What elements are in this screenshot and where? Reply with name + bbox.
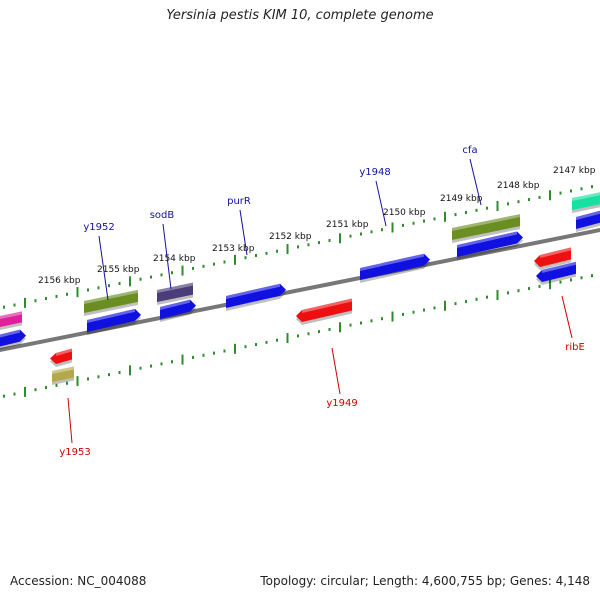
gene-feature-red-y1949[interactable] <box>296 298 352 326</box>
callout-leader-ribE <box>561 295 573 339</box>
ruler-label: 2150 kbp <box>383 208 426 218</box>
gene-feature-red-ribE[interactable] <box>534 247 571 270</box>
map-title: Yersinia pestis KIM 10, complete genome <box>166 8 434 23</box>
gene-feature-blue[interactable] <box>576 210 600 232</box>
gene-feature-blue[interactable] <box>226 283 286 311</box>
gene-feature-pink[interactable] <box>0 311 22 332</box>
callout-leader-cfa <box>469 158 482 206</box>
gene-feature-red-y1953[interactable] <box>50 348 72 367</box>
ruler-label: 2155 kbp <box>97 265 140 275</box>
gene-feature-olive-cfa[interactable] <box>452 214 520 243</box>
accession-label: Accession: NC_004088 <box>10 574 147 588</box>
callout-leader-y1949 <box>331 347 341 395</box>
gene-label-y1953[interactable]: y1953 <box>59 447 90 458</box>
gene-feature-olive[interactable] <box>84 289 138 316</box>
ruler-label: 2154 kbp <box>153 254 196 264</box>
genome-backbone <box>0 227 600 353</box>
callout-leader-y1953 <box>67 397 73 444</box>
gene-feature-blue[interactable] <box>160 299 196 322</box>
gene-label-purR[interactable]: purR <box>227 196 251 207</box>
gene-label-y1949[interactable]: y1949 <box>326 398 357 409</box>
gene-features <box>0 190 600 385</box>
callout-leader-sodB <box>162 223 172 290</box>
callout-leader-purR <box>239 209 248 256</box>
inner-ruler-ticks <box>3 274 593 398</box>
callout-leader-y1952 <box>98 235 109 301</box>
gene-label-ribE[interactable]: ribE <box>565 342 585 353</box>
outer-ruler-ticks <box>3 185 593 309</box>
ruler-label: 2148 kbp <box>497 181 540 191</box>
gene-feature-purple[interactable] <box>157 282 193 305</box>
gene-feature-blue[interactable] <box>0 329 26 352</box>
gene-label-cfa[interactable]: cfa <box>462 145 477 156</box>
gene-feature-cyan[interactable] <box>572 190 600 213</box>
gene-feature-blue[interactable] <box>457 231 523 260</box>
ruler-label: 2156 kbp <box>38 276 81 286</box>
gene-feature-blue[interactable] <box>87 308 141 335</box>
ruler-label: 2151 kbp <box>326 220 369 230</box>
gene-feature-blue-rev[interactable] <box>536 261 576 285</box>
ruler-labels: 2156 kbp 2155 kbp 2154 kbp 2153 kbp 2152 kbp… <box>38 166 596 286</box>
gene-label-y1948[interactable]: y1948 <box>359 167 390 178</box>
gene-callouts: y1952 sodB purR y1948 cfa y1953 y1949 ribE <box>59 145 584 458</box>
ruler-label: 2152 kbp <box>269 232 312 242</box>
gene-feature-khaki[interactable] <box>52 366 74 385</box>
gene-feature-blue[interactable] <box>360 253 430 283</box>
ruler-label: 2153 kbp <box>212 244 255 254</box>
callout-leader-y1948 <box>375 180 387 227</box>
topology-label: Topology: circular; Length: 4,600,755 bp… <box>260 574 590 588</box>
ruler-label: 2147 kbp <box>553 166 596 176</box>
gene-label-sodB[interactable]: sodB <box>150 210 175 221</box>
ruler-label: 2149 kbp <box>440 194 483 204</box>
gene-label-y1952[interactable]: y1952 <box>83 222 114 233</box>
